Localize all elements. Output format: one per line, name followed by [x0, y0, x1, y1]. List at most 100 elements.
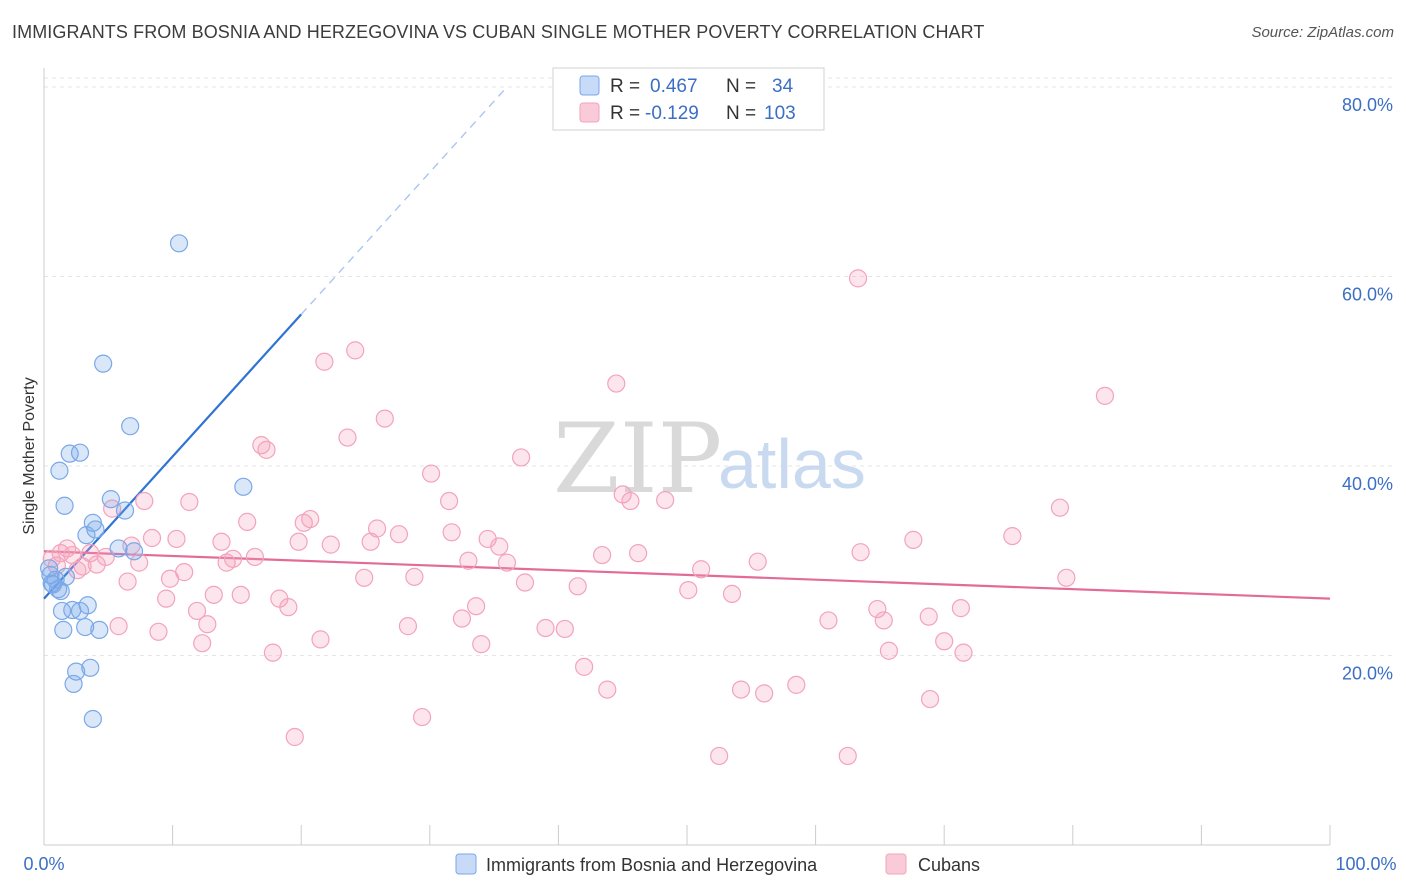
y-tick-label-20: 20.0%	[1342, 663, 1393, 683]
point-cubans-70	[575, 657, 594, 676]
point-cubans-7	[81, 544, 100, 563]
point-cubans-20	[167, 529, 186, 549]
point-cubans-77	[656, 490, 675, 510]
legend-n-label-cubans: N =	[726, 103, 756, 124]
point-cubans-92	[879, 641, 899, 660]
watermark-atlas: atlas	[718, 425, 866, 503]
point-cubans-94	[919, 607, 938, 626]
point-cubans-57	[442, 523, 461, 542]
point-cubans-72	[598, 680, 617, 699]
series-legend-label-cubans: Cubans	[918, 855, 980, 875]
point-cubans-68	[555, 619, 574, 639]
point-bosnia-30	[169, 234, 189, 253]
series-legend: Immigrants from Bosnia and Herzegovina C…	[455, 853, 980, 875]
legend-r-label-cubans: R =	[610, 103, 640, 124]
point-cubans-81	[722, 584, 742, 603]
point-cubans-51	[389, 525, 409, 544]
point-cubans-66	[515, 573, 535, 592]
point-cubans-78	[679, 581, 698, 600]
point-cubans-12	[118, 572, 137, 591]
legend-n-value-cubans: 103	[764, 103, 796, 124]
series-legend-label-bosnia: Immigrants from Bosnia and Herzegovina	[486, 855, 818, 875]
data-points	[40, 234, 1115, 766]
point-cubans-76	[629, 544, 648, 563]
point-bosnia-32	[40, 559, 59, 578]
point-cubans-83	[748, 552, 767, 571]
point-cubans-11	[109, 617, 128, 636]
point-cubans-89	[851, 543, 870, 562]
point-cubans-42	[311, 630, 330, 649]
point-cubans-55	[421, 464, 441, 483]
trend-line-1	[43, 550, 1331, 600]
series-legend-swatch-cubans	[885, 853, 907, 875]
point-cubans-24	[193, 634, 212, 653]
point-cubans-16	[142, 528, 162, 548]
x-tick-label-100: 100.0%	[1335, 854, 1396, 874]
legend-r-value-cubans: -0.129	[645, 103, 699, 124]
y-axis-title: Single Mother Poverty	[21, 377, 38, 534]
y-axis-tick-labels: 20.0% 40.0% 60.0% 80.0%	[1342, 95, 1393, 684]
point-cubans-38	[285, 727, 304, 747]
point-cubans-25	[198, 615, 217, 634]
point-bosnia-22	[81, 658, 100, 677]
legend-r-value-bosnia: 0.467	[650, 76, 698, 97]
point-cubans-69	[568, 577, 587, 596]
legend-n-label-bosnia: N =	[726, 76, 756, 97]
point-bosnia-25	[101, 490, 120, 509]
point-cubans-15	[135, 491, 154, 511]
point-cubans-46	[346, 341, 365, 360]
point-cubans-61	[472, 635, 491, 654]
point-cubans-90	[868, 599, 887, 619]
point-bosnia-12	[86, 520, 105, 539]
point-cubans-56	[439, 491, 459, 511]
point-cubans-22	[180, 492, 199, 512]
point-cubans-27	[212, 532, 231, 551]
legend-n-value-bosnia: 34	[772, 76, 794, 97]
point-cubans-82	[731, 680, 751, 699]
point-cubans-30	[231, 585, 250, 604]
point-cubans-58	[452, 609, 472, 628]
point-cubans-32	[245, 547, 265, 567]
point-cubans-98	[954, 643, 973, 662]
point-cubans-91	[874, 611, 893, 630]
point-cubans-96	[935, 632, 954, 651]
point-bosnia-24	[94, 354, 113, 373]
point-cubans-102	[1095, 386, 1115, 405]
point-cubans-75	[621, 491, 640, 511]
point-cubans-67	[536, 618, 555, 638]
point-cubans-73	[607, 374, 626, 393]
point-cubans-60	[466, 597, 486, 616]
y-tick-label-40: 40.0%	[1342, 474, 1393, 494]
trend-line-0	[43, 313, 303, 600]
grid-lines	[44, 77, 1392, 656]
point-cubans-101	[1057, 568, 1076, 587]
series-legend-swatch-bosnia	[455, 853, 477, 875]
point-bosnia-27	[115, 501, 135, 520]
point-cubans-64	[497, 553, 517, 572]
point-cubans-23	[187, 601, 207, 621]
point-cubans-44	[321, 535, 340, 554]
point-cubans-34	[257, 440, 276, 459]
point-bosnia-28	[121, 417, 140, 436]
point-cubans-41	[301, 509, 320, 529]
point-cubans-100	[1050, 498, 1070, 517]
point-cubans-84	[755, 684, 774, 703]
point-cubans-52	[398, 617, 418, 636]
point-cubans-31	[238, 512, 257, 531]
point-cubans-54	[412, 707, 432, 727]
point-bosnia-33	[42, 574, 61, 593]
legend-r-label-bosnia: R =	[610, 76, 640, 97]
point-bosnia-7	[55, 496, 74, 515]
point-cubans-37	[279, 598, 298, 617]
point-cubans-49	[367, 519, 387, 538]
point-cubans-50	[375, 409, 394, 428]
point-cubans-35	[263, 643, 283, 662]
point-cubans-59	[459, 551, 478, 570]
trend-line-extension-0	[300, 86, 508, 315]
y-tick-label-60: 60.0%	[1342, 284, 1393, 304]
point-cubans-79	[692, 560, 711, 579]
point-cubans-88	[848, 269, 868, 288]
point-cubans-95	[920, 689, 940, 709]
point-bosnia-31	[234, 477, 253, 496]
